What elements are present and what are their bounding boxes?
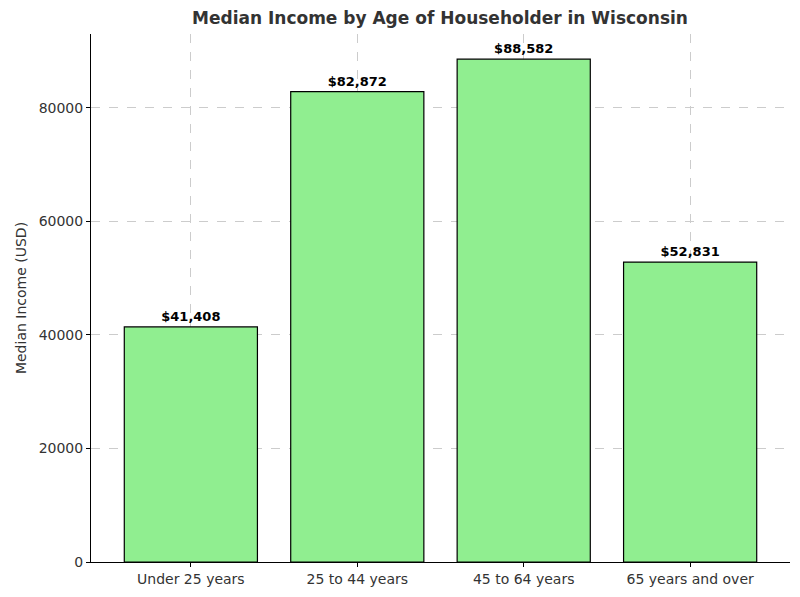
svg-text:$88,582: $88,582	[494, 41, 553, 56]
svg-text:20000: 20000	[39, 440, 84, 456]
svg-text:40000: 40000	[39, 327, 84, 343]
svg-text:Under 25 years: Under 25 years	[137, 571, 245, 587]
svg-text:$41,408: $41,408	[161, 309, 220, 324]
svg-text:0: 0	[74, 554, 83, 570]
svg-text:$82,872: $82,872	[328, 74, 387, 89]
svg-text:Median Income (USD): Median Income (USD)	[13, 222, 29, 374]
svg-text:60000: 60000	[39, 213, 84, 229]
svg-text:45 to 64 years: 45 to 64 years	[473, 571, 575, 587]
svg-text:25 to 44 years: 25 to 44 years	[307, 571, 409, 587]
svg-text:80000: 80000	[39, 100, 84, 116]
svg-text:Median Income by Age of Househ: Median Income by Age of Householder in W…	[192, 8, 688, 28]
svg-text:65 years and over: 65 years and over	[627, 571, 754, 587]
svg-text:$52,831: $52,831	[661, 244, 720, 259]
